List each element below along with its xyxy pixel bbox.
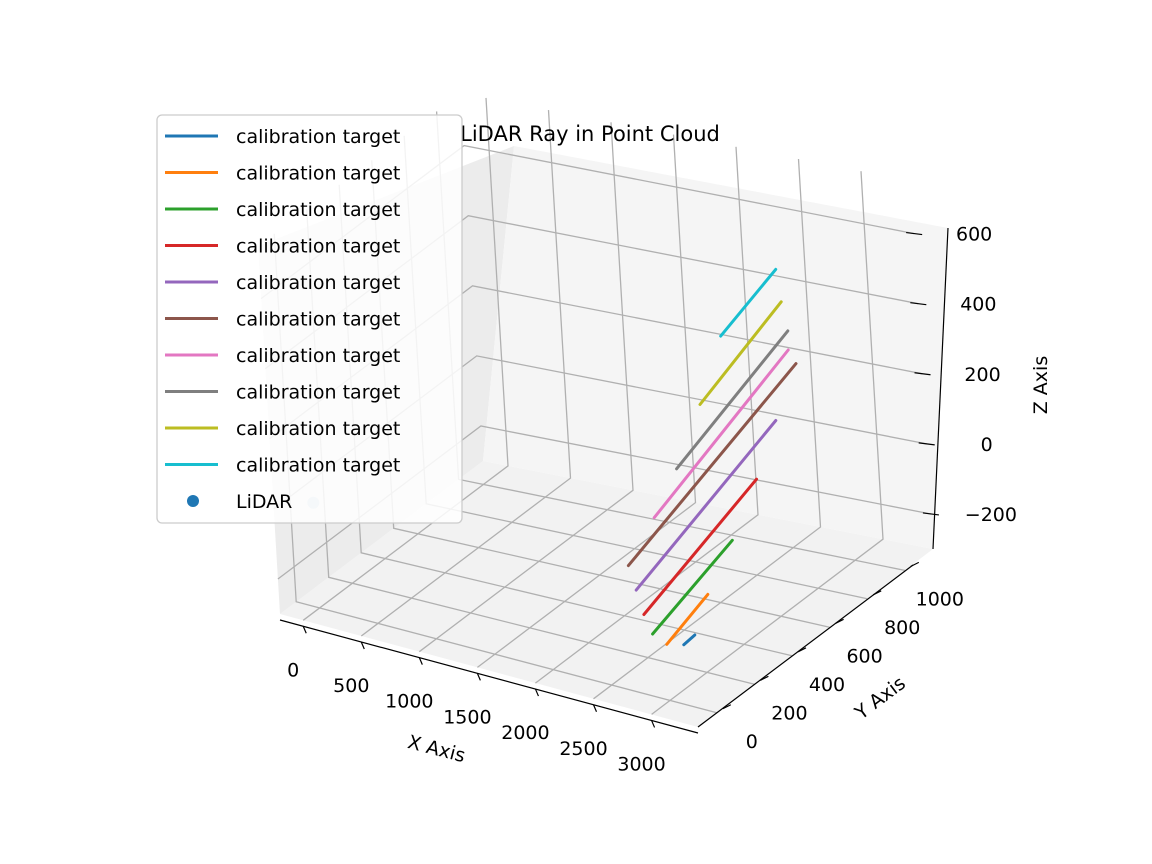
calibration-target-line (665, 592, 710, 646)
x-tick-label: 3000 (617, 753, 665, 775)
legend-entry: calibration target (236, 382, 400, 404)
calibration-target-line (698, 300, 783, 406)
legend-entry: calibration target (236, 418, 400, 440)
z-tick-label: 400 (960, 294, 996, 316)
z-tick (906, 231, 923, 236)
chart-title: LiDAR Ray in Point Cloud (460, 122, 720, 146)
y-tick-label: 800 (884, 617, 920, 639)
x-tick-label: 0 (287, 659, 299, 681)
legend-entry: calibration target (236, 272, 400, 294)
z-tick-label: −200 (965, 504, 1017, 526)
x-tick-label: 2500 (559, 738, 607, 760)
z-tick-label: 0 (981, 434, 993, 456)
y-tick (872, 590, 882, 596)
y-tick-label: 0 (746, 731, 758, 753)
z-tick-label: 600 (956, 224, 992, 246)
legend-entry: calibration target (236, 199, 400, 221)
legend-entry: calibration target (236, 126, 400, 148)
y-tick-label: 1000 (916, 588, 964, 610)
x-tick (592, 704, 598, 712)
y-tick (797, 647, 807, 653)
x-tick-label: 1500 (443, 706, 491, 728)
y-tick (722, 704, 732, 710)
legend-entry: calibration target (236, 309, 400, 331)
x-tick (360, 641, 365, 650)
y-tick (835, 618, 844, 624)
calibration-target-line (651, 538, 734, 636)
x-tick (534, 688, 539, 697)
legend-entry: calibration target (236, 455, 400, 477)
floor-pane (280, 461, 933, 727)
z-tick (918, 442, 935, 446)
calibration-target-line (719, 267, 778, 338)
z-tick (914, 372, 931, 376)
x-tick (418, 657, 423, 665)
calibration-target-line (642, 477, 758, 616)
calibration-target-line (626, 362, 798, 568)
z-tick-label: 200 (964, 364, 1000, 386)
calibration-target-line (652, 348, 790, 520)
x-tick-label: 2000 (501, 722, 549, 744)
grid-lines (260, 97, 932, 715)
legend-entry: calibration target (236, 163, 400, 185)
grid-line-z (277, 425, 932, 580)
z-tick (910, 302, 927, 306)
back-right-pane (483, 146, 948, 549)
calibration-target-line (682, 633, 697, 647)
legend-entry: calibration target (236, 236, 400, 258)
legend: calibration target calibration target cali… (156, 114, 463, 524)
legend-marker-lidar (187, 495, 199, 507)
y-tick-label: 600 (846, 645, 882, 667)
x-axis-label: X Axis (405, 731, 467, 767)
x-axis-line (279, 619, 699, 734)
z-tick (922, 512, 939, 516)
y-axis-line (697, 564, 914, 728)
y-tick-label: 200 (771, 702, 807, 724)
legend-entry: calibration target (236, 345, 400, 367)
z-axis-line (932, 227, 949, 550)
calibration-target-line (634, 419, 778, 592)
legend-entry: LiDAR (236, 491, 292, 513)
x-tick (476, 673, 481, 681)
legend-box (156, 114, 463, 524)
y-tick-label: 400 (809, 674, 845, 696)
y-tick (760, 675, 769, 681)
x-tick-label: 1000 (385, 691, 433, 713)
axes: 0500100015002000250030000200400600800100… (279, 224, 1017, 775)
calibration-target-line (675, 329, 790, 471)
x-tick (651, 720, 656, 728)
y-tick (910, 561, 920, 567)
z-axis-label: Z Axis (1030, 356, 1052, 414)
y-axis-label: Y Axis (850, 672, 910, 725)
x-tick-label: 500 (333, 675, 369, 697)
x-tick (302, 626, 307, 634)
